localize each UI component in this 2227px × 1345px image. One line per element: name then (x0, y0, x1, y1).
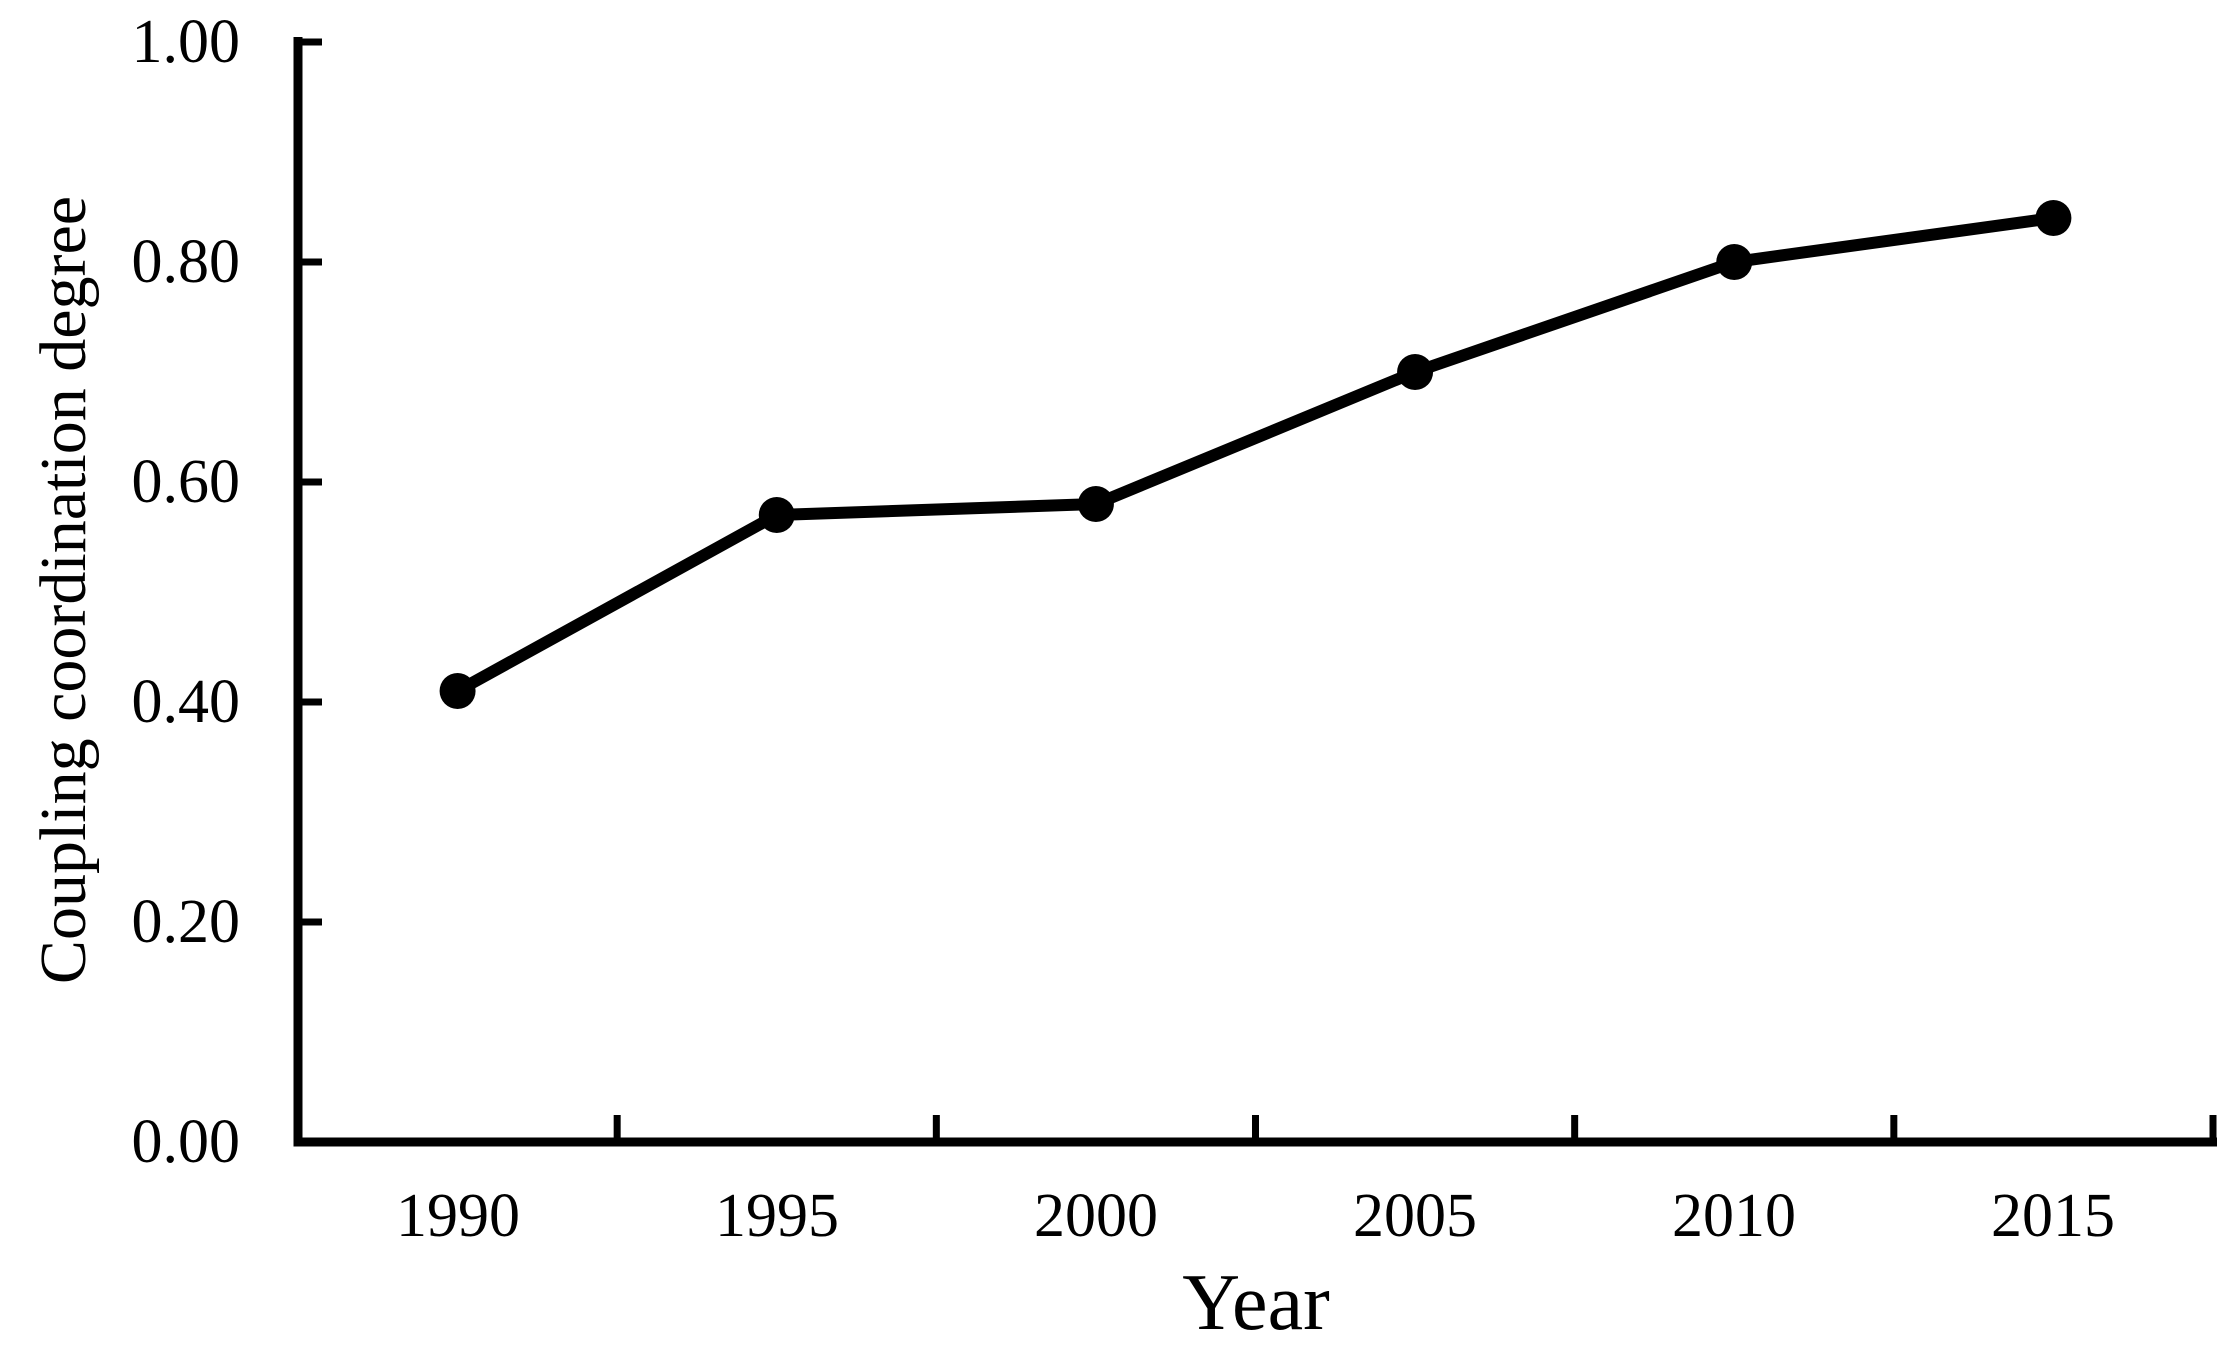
x-axis-tick-label: 2015 (1991, 1182, 2115, 1250)
y-axis-tick-label: 0.40 (131, 668, 241, 736)
y-axis-title: Coupling coordination degree (27, 195, 100, 985)
y-axis-tick-label: 1.00 (131, 8, 241, 76)
data-point-marker (2035, 200, 2072, 236)
x-axis-tick-label: 2005 (1353, 1182, 1477, 1250)
data-point-marker (439, 673, 476, 709)
data-point-marker (1397, 354, 1434, 390)
data-point-marker (758, 497, 795, 533)
x-axis-title: Year (1182, 1259, 1330, 1345)
x-axis-tick-label: 1995 (715, 1182, 839, 1250)
data-line (451, 212, 2060, 697)
y-axis-tick-label: 0.00 (131, 1108, 241, 1176)
data-point-marker (1716, 244, 1753, 280)
x-axis-tick-label: 1990 (396, 1182, 520, 1250)
data-point-marker (1077, 486, 1114, 522)
x-axis-tick-label: 2000 (1034, 1182, 1158, 1250)
x-axis-tick-label: 2010 (1672, 1182, 1796, 1250)
y-axis-tick-label: 0.60 (131, 448, 241, 516)
y-axis-tick-label: 0.80 (131, 228, 241, 296)
y-axis-tick-label: 0.20 (131, 888, 241, 956)
